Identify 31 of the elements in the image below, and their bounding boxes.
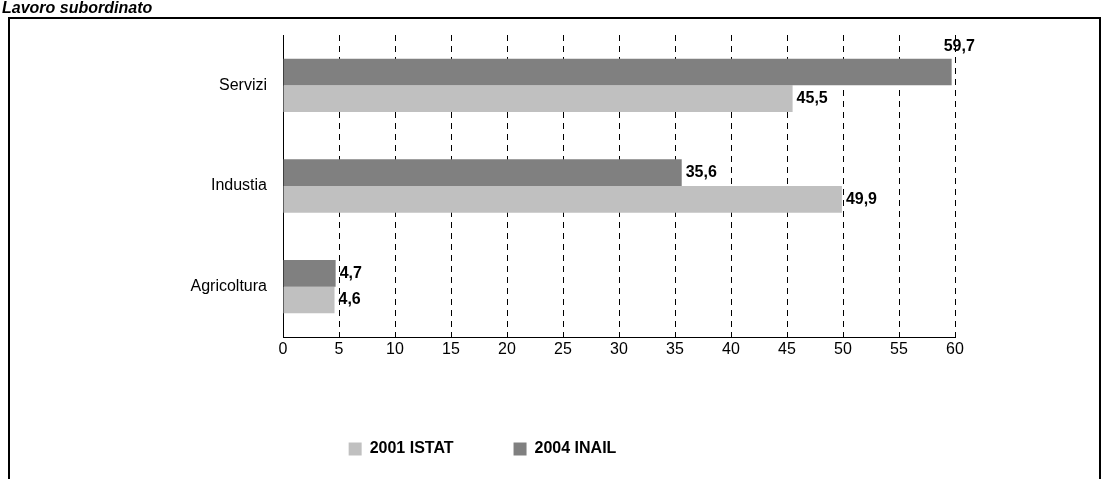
bar	[283, 186, 842, 213]
x-tick-label: 60	[946, 340, 964, 358]
x-tick-label: 20	[498, 340, 516, 358]
x-tick-label: 25	[554, 340, 572, 358]
x-tick-label: 50	[834, 340, 852, 358]
legend-label: 2001 ISTAT	[369, 439, 454, 457]
x-tick-label: 30	[610, 340, 628, 358]
bar	[283, 58, 952, 86]
x-tick-label: 40	[722, 340, 740, 358]
data-label: 49,9	[845, 189, 878, 207]
text: Lavoro subordinato	[2, 0, 153, 16]
x-tick-label: 15	[442, 340, 460, 358]
bar	[283, 286, 335, 314]
y-tick-label: Agricoltura	[190, 277, 268, 295]
bar	[283, 85, 793, 113]
x-tick-label: 10	[386, 340, 404, 358]
x-tick-label: 55	[890, 340, 908, 358]
x-tick-label: 35	[666, 340, 684, 358]
x-tick-label: 5	[334, 340, 344, 358]
data-label: 4,7	[339, 263, 362, 281]
data-label: 45,5	[796, 89, 828, 107]
data-label: 4,6	[338, 290, 361, 308]
data-label: 35,6	[685, 163, 717, 181]
x-tick-label: 45	[778, 340, 796, 358]
x-tick-label: 0	[278, 340, 288, 358]
legend-label: 2004 INAIL	[534, 439, 617, 457]
bar	[283, 259, 336, 287]
y-tick-label: Servizi	[218, 75, 267, 93]
bar	[283, 159, 682, 186]
data-label: 59,7	[943, 37, 975, 55]
y-tick-label: Industia	[210, 176, 268, 194]
